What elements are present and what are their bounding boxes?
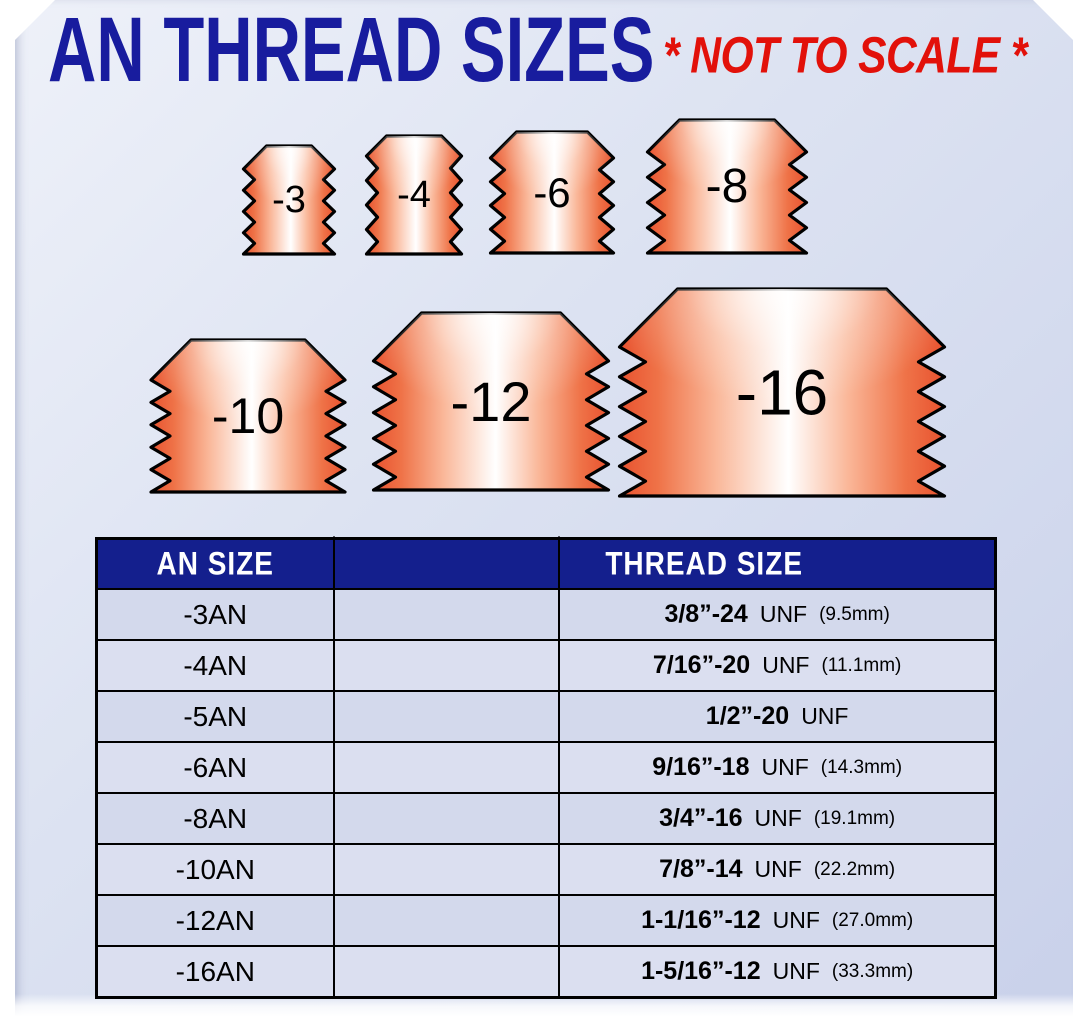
svg-text:-3: -3 <box>272 179 306 221</box>
svg-text:-10: -10 <box>212 388 284 444</box>
svg-text:-16: -16 <box>736 357 829 429</box>
svg-text:-8: -8 <box>706 160 749 213</box>
svg-text:-12: -12 <box>451 370 532 433</box>
svg-text:-6: -6 <box>533 169 570 216</box>
svg-text:-4: -4 <box>397 174 431 216</box>
